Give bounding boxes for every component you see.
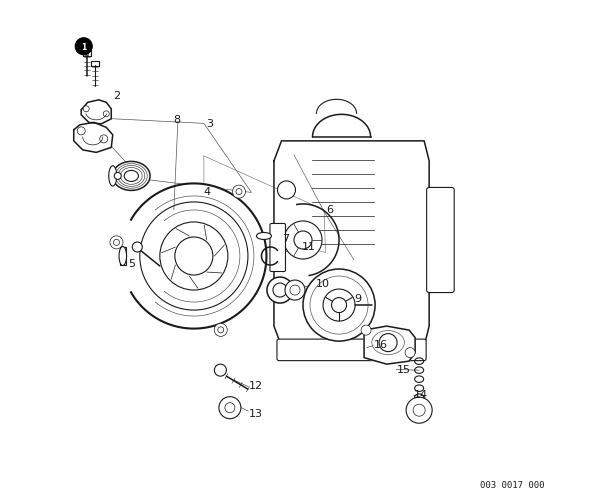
- Circle shape: [290, 286, 300, 296]
- Circle shape: [214, 324, 227, 337]
- Polygon shape: [131, 184, 266, 329]
- Circle shape: [284, 221, 322, 260]
- Circle shape: [267, 278, 293, 304]
- Text: 11: 11: [302, 241, 316, 252]
- Circle shape: [273, 284, 287, 298]
- Text: 15: 15: [396, 364, 410, 374]
- Circle shape: [103, 112, 109, 118]
- Circle shape: [133, 242, 142, 253]
- Ellipse shape: [114, 173, 121, 180]
- Polygon shape: [85, 118, 252, 193]
- Ellipse shape: [257, 233, 271, 240]
- Circle shape: [218, 327, 224, 333]
- Text: 1: 1: [81, 43, 86, 52]
- Circle shape: [110, 236, 123, 249]
- Circle shape: [379, 334, 397, 352]
- Polygon shape: [83, 51, 91, 57]
- Text: 5: 5: [128, 258, 135, 268]
- Text: 13: 13: [249, 408, 263, 418]
- Circle shape: [303, 270, 375, 341]
- Circle shape: [413, 404, 425, 416]
- Circle shape: [361, 326, 371, 336]
- Text: 3: 3: [206, 119, 213, 129]
- Circle shape: [219, 397, 241, 419]
- Ellipse shape: [119, 247, 126, 266]
- Circle shape: [215, 364, 226, 376]
- Ellipse shape: [112, 162, 150, 191]
- Text: 4: 4: [204, 186, 211, 196]
- Text: 2: 2: [112, 91, 120, 101]
- Text: 6: 6: [326, 204, 334, 214]
- Ellipse shape: [109, 166, 117, 187]
- Text: 9: 9: [354, 293, 361, 303]
- Circle shape: [175, 237, 213, 276]
- Circle shape: [100, 136, 108, 144]
- Circle shape: [83, 107, 89, 113]
- Ellipse shape: [124, 171, 139, 182]
- FancyBboxPatch shape: [270, 224, 286, 272]
- Circle shape: [75, 39, 92, 56]
- FancyBboxPatch shape: [277, 340, 426, 361]
- Circle shape: [232, 186, 246, 199]
- Circle shape: [236, 189, 242, 195]
- Text: 14: 14: [414, 389, 428, 399]
- Polygon shape: [81, 101, 111, 125]
- Text: 10: 10: [316, 278, 330, 288]
- Polygon shape: [74, 123, 112, 153]
- Circle shape: [323, 290, 355, 322]
- Text: 16: 16: [374, 340, 388, 349]
- Text: 12: 12: [249, 380, 263, 390]
- Polygon shape: [274, 142, 429, 346]
- Text: 7: 7: [282, 233, 289, 243]
- Circle shape: [114, 240, 119, 246]
- Circle shape: [331, 298, 347, 313]
- Polygon shape: [364, 327, 415, 364]
- FancyBboxPatch shape: [427, 188, 454, 293]
- Circle shape: [405, 348, 415, 358]
- Text: 003 0017 000: 003 0017 000: [480, 480, 544, 489]
- Circle shape: [225, 403, 235, 413]
- Circle shape: [294, 231, 312, 249]
- Circle shape: [406, 397, 432, 423]
- Polygon shape: [274, 142, 429, 346]
- Circle shape: [160, 222, 228, 291]
- Circle shape: [277, 181, 295, 199]
- Circle shape: [285, 281, 305, 301]
- Circle shape: [77, 128, 85, 136]
- Polygon shape: [91, 62, 98, 67]
- Text: 8: 8: [173, 115, 180, 125]
- Polygon shape: [120, 248, 126, 266]
